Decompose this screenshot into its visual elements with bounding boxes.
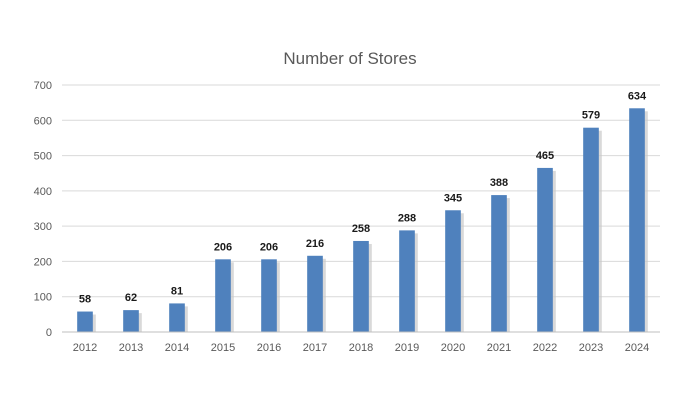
bar xyxy=(491,195,507,332)
x-tick-label: 2022 xyxy=(533,342,557,354)
bar xyxy=(261,259,277,332)
x-tick-label: 2019 xyxy=(395,342,419,354)
data-label: 62 xyxy=(125,292,137,304)
y-tick-label: 500 xyxy=(34,151,52,163)
bar xyxy=(77,311,93,332)
gridlines xyxy=(62,84,660,298)
y-tick-label: 400 xyxy=(34,186,52,198)
x-tick-label: 2020 xyxy=(441,342,465,354)
y-tick-label: 100 xyxy=(34,292,52,304)
y-tick-label: 700 xyxy=(34,80,52,92)
bar xyxy=(307,255,323,332)
x-tick-label: 2021 xyxy=(487,342,511,354)
bar xyxy=(123,310,139,332)
y-tick-label: 300 xyxy=(34,221,52,233)
y-tick-label: 200 xyxy=(34,256,52,268)
data-label: 634 xyxy=(628,90,647,102)
x-tick-label: 2023 xyxy=(579,342,603,354)
y-tick-label: 0 xyxy=(46,327,52,339)
data-label: 206 xyxy=(214,241,232,253)
data-label: 216 xyxy=(306,238,324,250)
data-label: 465 xyxy=(536,150,554,162)
data-label: 258 xyxy=(352,223,370,235)
chart-title: Number of Stores xyxy=(283,49,416,68)
x-tick-label: 2012 xyxy=(73,342,97,354)
x-tick-label: 2017 xyxy=(303,342,327,354)
x-axis: 2012 2013 2014 2015 2016 2017 2018 2019 2020 2021… xyxy=(62,331,660,354)
data-labels: 58 62 81 206 206 216 258 288 345 388 465 579 634 xyxy=(79,90,647,305)
bar xyxy=(445,210,461,332)
bars xyxy=(77,108,648,333)
y-axis: 0 100 200 300 400 500 600 700 xyxy=(34,80,52,339)
data-label: 288 xyxy=(398,212,416,224)
bar xyxy=(537,167,553,332)
bar xyxy=(215,259,231,332)
x-tick-label: 2024 xyxy=(625,342,649,354)
bar xyxy=(399,230,415,332)
bar xyxy=(629,108,645,332)
bar xyxy=(353,240,369,332)
x-tick-label: 2013 xyxy=(119,342,143,354)
data-label: 81 xyxy=(171,285,183,297)
bar xyxy=(169,303,185,332)
bar xyxy=(583,127,599,333)
data-label: 206 xyxy=(260,241,278,253)
data-label: 579 xyxy=(582,110,600,122)
data-label: 388 xyxy=(490,177,508,189)
x-tick-label: 2015 xyxy=(211,342,235,354)
data-label: 58 xyxy=(79,294,91,306)
y-tick-label: 600 xyxy=(34,115,52,127)
x-tick-label: 2014 xyxy=(165,342,189,354)
x-tick-label: 2018 xyxy=(349,342,373,354)
data-label: 345 xyxy=(444,192,462,204)
x-tick-label: 2016 xyxy=(257,342,281,354)
